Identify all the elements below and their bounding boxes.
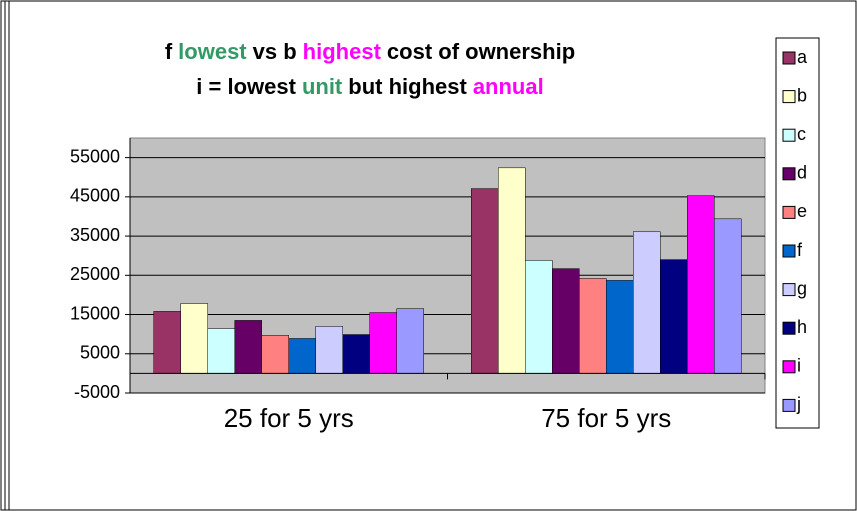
- legend-label: i: [797, 356, 801, 376]
- title-segment: lowest: [178, 39, 247, 64]
- bar: [234, 320, 262, 374]
- x-tick-label: 75 for 5 yrs: [541, 403, 671, 433]
- title-segment: annual: [473, 74, 544, 99]
- bar: [261, 335, 289, 374]
- chart-title: i = lowest unit but highest annual: [196, 74, 543, 99]
- bar: [396, 308, 424, 374]
- legend-swatch: [782, 128, 796, 142]
- legend-label: f: [797, 240, 803, 260]
- bar: [606, 280, 634, 374]
- bar: [498, 167, 526, 374]
- bar: [552, 268, 580, 374]
- title-segment: cost of ownership: [387, 39, 575, 64]
- bar: [579, 278, 607, 374]
- legend-label: g: [797, 278, 807, 298]
- legend-label: e: [797, 201, 807, 221]
- chart-title: f lowest vs b highest cost of ownership: [165, 39, 575, 64]
- y-tick-label: 15000: [70, 303, 120, 323]
- y-tick-label: -5000: [74, 382, 120, 402]
- bar: [714, 218, 742, 374]
- legend-swatch: [782, 244, 796, 258]
- title-segment: highest: [303, 39, 382, 64]
- y-tick-label: 25000: [70, 264, 120, 284]
- title-segment: unit: [302, 74, 343, 99]
- legend-swatch: [782, 90, 796, 104]
- bar: [315, 326, 343, 374]
- bar: [687, 195, 715, 374]
- bar: [342, 334, 370, 374]
- bar: [633, 231, 661, 374]
- y-tick-label: 35000: [70, 225, 120, 245]
- bar: [471, 188, 499, 374]
- legend-label: j: [796, 394, 801, 414]
- legend-label: h: [797, 317, 807, 337]
- y-tick-label: 45000: [70, 186, 120, 206]
- bar: [525, 260, 553, 374]
- legend-swatch: [782, 51, 796, 65]
- x-tick-label: 25 for 5 yrs: [224, 403, 354, 433]
- legend-swatch: [782, 321, 796, 335]
- title-segment: vs b: [253, 39, 297, 64]
- legend-swatch: [782, 398, 796, 412]
- title-segment: but highest: [348, 74, 467, 99]
- legend-swatch: [782, 360, 796, 374]
- title-segment: i = lowest: [196, 74, 296, 99]
- legend-label: a: [797, 47, 808, 67]
- bar: [288, 338, 316, 374]
- bar: [153, 311, 181, 374]
- legend-swatch: [782, 205, 796, 219]
- bar: [180, 303, 208, 374]
- bar: [207, 328, 235, 374]
- legend-swatch: [782, 283, 796, 297]
- bar: [660, 259, 688, 374]
- legend-label: b: [797, 85, 807, 105]
- legend-swatch: [782, 167, 796, 181]
- legend-label: c: [797, 124, 806, 144]
- bar: [369, 312, 397, 374]
- title-segment: f: [165, 39, 173, 64]
- legend-label: d: [797, 163, 807, 183]
- y-tick-label: 5000: [80, 343, 120, 363]
- y-tick-label: 55000: [70, 146, 120, 166]
